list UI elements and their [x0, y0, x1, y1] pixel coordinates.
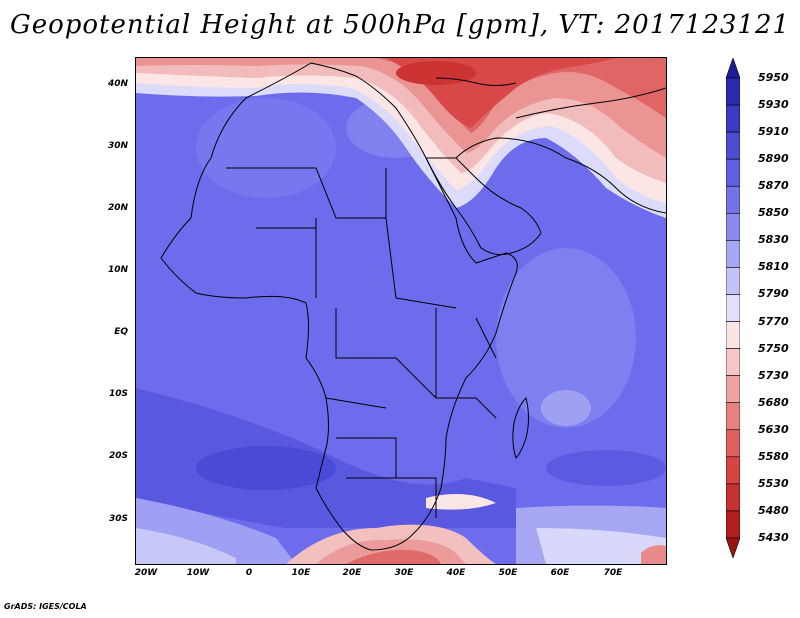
colorbar-swatch: [726, 321, 740, 349]
colorbar-level-label: 5630: [758, 422, 789, 436]
y-tick-label: 20S: [108, 451, 128, 461]
colorbar-swatch: [726, 294, 740, 322]
x-tick-label: 10W: [186, 568, 210, 578]
colorbar-top-triangle: [726, 58, 740, 79]
x-tick-label: 20W: [134, 568, 158, 578]
colorbar-level-label: 5480: [758, 503, 789, 517]
colorbar-level-label: 5890: [758, 152, 789, 166]
x-tick-label: 10E: [291, 568, 311, 578]
map-panel: [135, 57, 667, 565]
x-tick-label: 0: [245, 568, 253, 578]
colorbar-level-label: 5930: [758, 98, 789, 112]
colorbar-swatch: [726, 104, 740, 133]
colorbar-swatch: [726, 429, 740, 458]
colorbar-level-label: 5770: [758, 314, 789, 328]
y-tick-label: 30N: [107, 141, 128, 151]
colorbar-level-label: 5580: [758, 449, 789, 463]
chart-title: Geopotential Height at 500hPa [gpm], VT:…: [9, 10, 791, 40]
y-tick-label: EQ: [114, 327, 128, 337]
colorbar-swatch: [726, 158, 740, 187]
x-tick-label: 50E: [498, 568, 518, 578]
y-tick-label: 10S: [108, 389, 128, 399]
colorbar-swatch: [726, 77, 740, 106]
colorbar-level-label: 5730: [758, 368, 789, 382]
geopotential-field: [136, 58, 666, 564]
colorbar-swatch: [726, 267, 740, 295]
y-tick-label: 30S: [108, 514, 128, 524]
colorbar-swatch: [726, 402, 740, 431]
colorbar-swatch: [726, 348, 740, 376]
colorbar-swatch: [726, 483, 740, 512]
colorbar-level-label: 5910: [758, 125, 789, 139]
x-tick-label: 70E: [603, 568, 623, 578]
colorbar-swatch: [726, 185, 740, 214]
colorbar-level-label: 5680: [758, 395, 789, 409]
colorbar: [726, 58, 740, 558]
colorbar-swatch: [726, 240, 740, 268]
colorbar-level-label: 5870: [758, 179, 789, 193]
colorbar-level-label: 5830: [758, 233, 789, 247]
credit-label: GrADS: IGES/COLA: [4, 602, 87, 611]
colorbar-level-label: 5790: [758, 287, 789, 301]
x-tick-label: 40E: [446, 568, 466, 578]
colorbar-level-label: 5530: [758, 476, 789, 490]
y-tick-label: 40N: [107, 79, 128, 89]
x-tick-label: 60E: [550, 568, 570, 578]
colorbar-level-label: 5850: [758, 206, 789, 220]
colorbar-swatch: [726, 510, 740, 539]
y-tick-label: 10N: [107, 265, 128, 275]
colorbar-swatch: [726, 375, 740, 404]
colorbar-swatch: [726, 456, 740, 485]
colorbar-bottom-triangle: [726, 537, 740, 558]
coastlines: [160, 62, 666, 551]
x-tick-label: 20E: [342, 568, 362, 578]
colorbar-level-label: 5810: [758, 260, 789, 274]
colorbar-level-label: 5750: [758, 341, 789, 355]
x-tick-label: 30E: [394, 568, 414, 578]
y-tick-label: 20N: [107, 203, 128, 213]
colorbar-level-label: 5430: [758, 531, 789, 544]
colorbar-swatch: [726, 212, 740, 241]
colorbar-level-label: 5950: [758, 71, 789, 84]
colorbar-swatch: [726, 131, 740, 160]
